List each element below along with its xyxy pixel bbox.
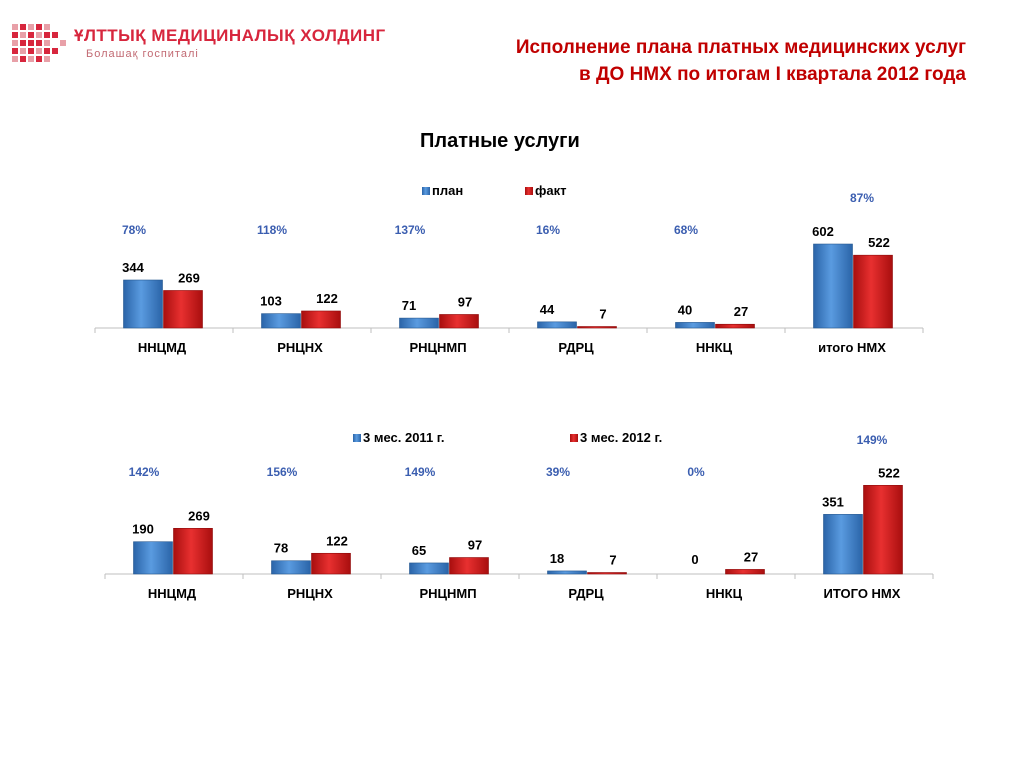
category-label: ННЦМД — [138, 340, 187, 355]
percentage-label: 118% — [257, 223, 287, 237]
bar-series2 — [173, 527, 213, 575]
data-label-series2: 7 — [599, 307, 606, 322]
bar-series1 — [123, 279, 163, 329]
logo-tagline: Болашақ госпиталі — [86, 48, 199, 60]
legend-label-1: 3 мес. 2011 г. — [363, 430, 445, 445]
legend-swatch-1 — [353, 434, 361, 442]
percentage-label: 39% — [546, 465, 570, 479]
bar-series2 — [725, 569, 765, 575]
chart-subtitle: Платные услуги — [420, 130, 580, 152]
percentage-label: 137% — [395, 223, 426, 237]
data-label-series2: 122 — [326, 533, 348, 548]
percentage-label: 68% — [674, 223, 698, 237]
bar-series1 — [399, 317, 439, 329]
data-label-series1: 18 — [550, 551, 564, 566]
percentage-label: 16% — [536, 223, 560, 237]
category-label: ННКЦ — [696, 340, 733, 355]
legend-swatch-1 — [422, 187, 430, 195]
bar-series2 — [311, 552, 351, 575]
logo-mark-icon — [12, 24, 66, 62]
bar-series1 — [675, 322, 715, 329]
legend-label-2: 3 мес. 2012 г. — [580, 430, 662, 445]
data-label-series1: 602 — [812, 224, 834, 239]
title-line-2: в ДО НМХ по итогам I квартала 2012 года — [579, 64, 966, 85]
page-title: Исполнение плана платных медицинских усл… — [366, 34, 966, 88]
bar-series1 — [409, 562, 449, 575]
percentage-label: 87% — [850, 191, 874, 205]
category-label: РДРЦ — [558, 340, 594, 355]
category-label: РНЦНМП — [409, 340, 466, 355]
data-label-series1: 40 — [678, 302, 692, 317]
percentage-label: 78% — [122, 223, 146, 237]
legend-swatch-2 — [570, 434, 578, 442]
data-label-series2: 97 — [458, 294, 472, 309]
data-label-series2: 269 — [178, 270, 200, 285]
bar-series1 — [813, 243, 853, 329]
category-label: ИТОГО НМХ — [824, 586, 901, 601]
percentage-label: 149% — [857, 433, 888, 447]
bar-series1 — [133, 541, 173, 575]
bar-series2 — [301, 310, 341, 329]
category-label: РНЦНХ — [287, 586, 333, 601]
bar-series1 — [271, 560, 311, 575]
legend-swatch-2 — [525, 187, 533, 195]
data-label-series1: 351 — [822, 494, 844, 509]
percentage-label: 142% — [129, 465, 160, 479]
title-line-1: Исполнение плана платных медицинских усл… — [515, 37, 966, 58]
data-label-series2: 122 — [316, 291, 338, 306]
category-label: РНЦНМП — [419, 586, 476, 601]
logo-name: ҰЛТТЫҚ МЕДИЦИНАЛЫҚ ХОЛДИНГ — [74, 26, 386, 45]
data-label-series1: 44 — [540, 302, 555, 317]
holding-logo — [12, 24, 66, 62]
category-label: ННЦМД — [148, 586, 197, 601]
data-label-series2: 522 — [868, 235, 890, 250]
bar-series1 — [547, 570, 587, 575]
data-label-series1: 103 — [260, 294, 282, 309]
data-label-series1: 78 — [274, 541, 288, 556]
bar-series2 — [163, 290, 203, 329]
bar-series1 — [537, 321, 577, 329]
bar-series2 — [853, 254, 893, 329]
data-label-series1: 344 — [122, 260, 144, 275]
data-label-series2: 27 — [744, 549, 758, 564]
percentage-label: 156% — [267, 465, 298, 479]
percentage-label: 0% — [687, 465, 705, 479]
data-label-series1: 0 — [691, 552, 698, 567]
percentage-label: 149% — [405, 465, 436, 479]
bar-series1 — [261, 313, 301, 329]
data-label-series1: 71 — [402, 298, 416, 313]
legend-label-2: факт — [535, 183, 566, 198]
bar-series2 — [587, 572, 627, 575]
category-label: РДРЦ — [568, 586, 604, 601]
data-label-series2: 269 — [188, 508, 210, 523]
category-label: РНЦНХ — [277, 340, 323, 355]
bar-series2 — [439, 314, 479, 329]
bar-series2 — [715, 323, 755, 329]
data-label-series1: 65 — [412, 543, 426, 558]
data-label-series2: 27 — [734, 304, 748, 319]
bar-series2 — [449, 557, 489, 575]
data-label-series2: 97 — [468, 538, 482, 553]
data-label-series2: 7 — [609, 553, 616, 568]
bar-series2 — [577, 326, 617, 329]
legend-label-1: план — [432, 183, 463, 198]
data-label-series2: 522 — [878, 465, 900, 480]
bar-series2 — [863, 485, 903, 575]
category-label: ННКЦ — [706, 586, 743, 601]
bar-series1 — [823, 514, 863, 575]
category-label: итого НМХ — [818, 340, 886, 355]
data-label-series1: 190 — [132, 522, 154, 537]
